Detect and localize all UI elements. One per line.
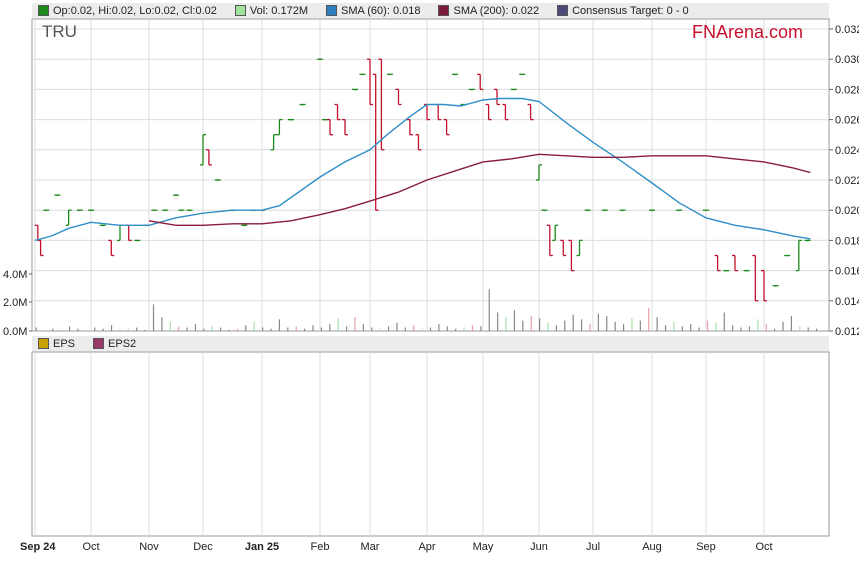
eps-legend-item: EPS2 [93,338,136,350]
legend-swatch [93,338,105,349]
x-tick-label: May [473,541,494,553]
x-tick-label: Dec [193,541,213,553]
y-tick-label: 0.026 [835,115,859,127]
price-legend-item: Consensus Target: 0 - 0 [557,5,689,17]
x-tick-label: Apr [418,541,435,553]
sma-200-line [148,153,811,226]
y-tick-label: 0.028 [835,84,859,96]
brand-logo-text[interactable]: FNArena.com [692,22,804,42]
y-tick-label: 0.022 [835,175,859,187]
legend-label: Consensus Target: 0 - 0 [572,4,689,17]
price-legend-item: Vol: 0.172M [234,4,308,17]
eps-legend: EPS EPS2 [32,336,829,352]
price-ohlc-bars [34,58,811,302]
x-tick-label: Oct [82,541,99,553]
y-tick-label: 0.014 [835,296,859,308]
legend-label: Op:0.02, Hi:0.02, Lo:0.02, Cl:0.02 [53,4,217,17]
axes: 0.012 0.014 0.016 0.018 0.020 0.022 0.024 0.026… [3,24,859,553]
price-legend: Op:0.02, Hi:0.02, Lo:0.02, Cl:0.02 Vol: 0… [32,3,829,19]
x-tick-label: Sep 24 [20,541,56,553]
x-tick-label: Sep [696,541,716,553]
y-tick-label: 0.030 [835,54,859,66]
grid [31,18,830,537]
ticker-symbol: TRU [42,22,77,41]
sma-lines [34,97,811,242]
eps-panel-frame [31,351,830,537]
legend-label: EPS [53,337,76,350]
y-tick-label: 0.012 [835,326,859,338]
x-tick-label: Mar [361,541,380,553]
x-tick-label: Nov [139,541,159,553]
vol-tick-label: 0.0M [3,326,27,338]
y-tick-label: 0.032 [835,24,859,36]
legend-label: Vol: 0.172M [249,4,308,17]
x-tick-label: Aug [642,541,662,553]
x-tick-label: Oct [755,541,772,553]
legend-swatch [557,5,569,16]
legend-swatch [325,5,337,16]
eps-legend-item: EPS [38,338,75,350]
legend-swatch [38,5,49,16]
y-tick-label: 0.020 [835,205,859,217]
price-legend-item: SMA (60): 0.018 [325,4,421,17]
vol-tick-label: 2.0M [3,297,27,309]
x-tick-label: Feb [311,541,330,553]
x-tick-label: Jul [586,541,600,553]
volume-bars [35,289,818,331]
y-tick-label: 0.016 [835,266,859,278]
legend-label: SMA (60): 0.018 [340,4,421,17]
legend-swatch [234,5,246,16]
legend-label: SMA (200): 0.022 [453,4,540,17]
y-tick-label: 0.018 [835,235,859,247]
legend-swatch [38,338,49,349]
price-legend-item: Op:0.02, Hi:0.02, Lo:0.02, Cl:0.02 [38,5,217,17]
price-legend-item: SMA (200): 0.022 [438,5,539,17]
x-tick-label: Jun [530,541,548,553]
price-panel-frame [31,18,830,332]
vol-tick-label: 4.0M [3,269,27,281]
legend-swatch [438,5,450,16]
legend-label: EPS2 [108,337,137,350]
y-tick-label: 0.024 [835,145,859,157]
x-tick-label: Jan 25 [245,541,279,553]
